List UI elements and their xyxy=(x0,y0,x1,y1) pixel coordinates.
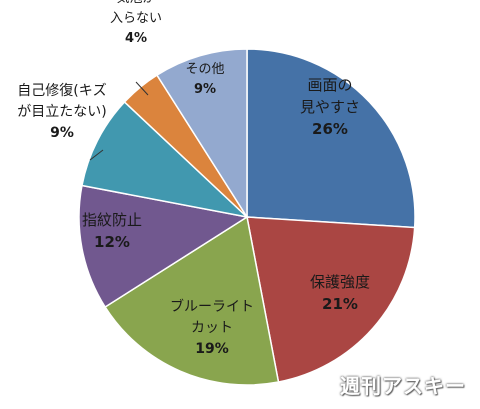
pie-slice-2 xyxy=(104,215,280,386)
pie-slices xyxy=(78,48,416,386)
slice-value-1: 21% xyxy=(322,295,358,313)
slice-label-line-5-0: 気泡が xyxy=(116,0,155,6)
slice-value-2: 19% xyxy=(195,341,229,357)
slice-label-line-0-0: 画面の xyxy=(307,76,352,94)
pie-slice-4 xyxy=(81,100,250,219)
slice-label-5: 気泡が入らない 4% xyxy=(110,0,162,46)
slice-label-line-2-1: カット xyxy=(191,320,233,336)
slice-label-line-4-1: が目立たない) xyxy=(17,104,106,120)
pie-slice-1 xyxy=(246,216,416,383)
slice-label-line-0-1: 見やすさ xyxy=(300,98,360,116)
slice-label-line-4-0: 自己修復(キズ xyxy=(17,82,106,99)
pie-slice-6 xyxy=(155,48,248,220)
pie-slice-3 xyxy=(78,184,250,309)
leader-lines xyxy=(89,81,149,161)
leader-line-4 xyxy=(89,149,104,161)
slice-label-6: その他 9% xyxy=(185,62,224,97)
slice-labels: 画面の見やすさ 26% 保護強度 21% ブルーライトカット 19% 指紋防止 12% 自己修復… xyxy=(17,0,370,357)
slice-label-2: ブルーライトカット 19% xyxy=(170,298,254,357)
slice-value-4: 9% xyxy=(50,125,74,141)
slice-label-4: 自己修復(キズが目立たない) 9% xyxy=(17,82,106,141)
slice-label-line-6-0: その他 xyxy=(185,62,224,77)
slice-label-3: 指紋防止 12% xyxy=(82,211,142,251)
leader-line-5 xyxy=(135,81,149,96)
slice-label-line-2-0: ブルーライト xyxy=(170,298,254,315)
slice-value-3: 12% xyxy=(94,233,130,251)
slice-label-line-1-0: 保護強度 xyxy=(310,273,370,291)
slice-label-1: 保護強度 21% xyxy=(310,273,370,313)
slice-value-5: 4% xyxy=(125,31,147,46)
slice-label-0: 画面の見やすさ 26% xyxy=(300,76,360,138)
slice-label-line-3-0: 指紋防止 xyxy=(82,211,142,229)
watermark-logo: 週刊アスキー xyxy=(340,374,466,398)
slice-value-0: 26% xyxy=(312,120,348,138)
pie-slice-0 xyxy=(246,48,416,229)
slice-value-6: 9% xyxy=(194,82,216,97)
slice-label-line-5-1: 入らない xyxy=(110,11,162,26)
